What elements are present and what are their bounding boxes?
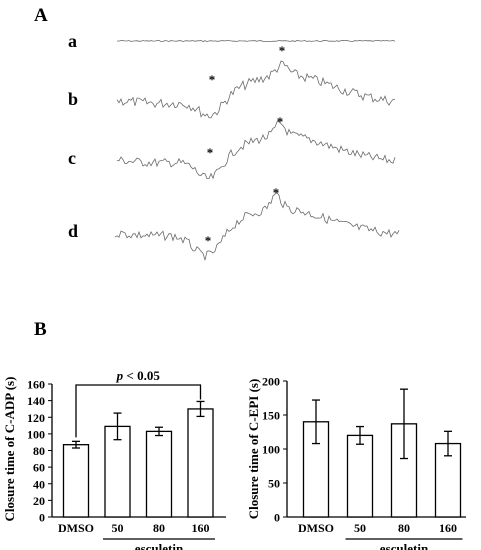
x-tick-label: 50 bbox=[112, 521, 124, 535]
x-tick-label: DMSO bbox=[58, 521, 94, 535]
group-label: esculetin bbox=[135, 541, 184, 550]
peak-marker: * bbox=[209, 72, 216, 87]
x-tick-label: 80 bbox=[153, 521, 165, 535]
trace-a bbox=[116, 39, 396, 43]
x-tick-label: 50 bbox=[354, 521, 366, 535]
chart-c-epi: Closure time of C-EPI (s) 0 50 100 150 200 DM… bbox=[246, 375, 466, 550]
y-tick-label: 150 bbox=[262, 409, 280, 423]
y-tick-label: 80 bbox=[33, 444, 45, 458]
y-tick-label: 20 bbox=[33, 494, 45, 508]
peak-marker: * bbox=[277, 114, 284, 129]
y-tick-label: 60 bbox=[33, 461, 45, 475]
x-tick-label: DMSO bbox=[298, 521, 334, 535]
y-tick-label: 120 bbox=[27, 411, 45, 425]
bar-80 bbox=[145, 430, 173, 518]
y-tick-label: 160 bbox=[27, 378, 45, 392]
x-tick-label: 80 bbox=[398, 521, 410, 535]
y-tick-label: 140 bbox=[27, 394, 45, 408]
trace-d bbox=[114, 192, 400, 261]
peak-marker: * bbox=[279, 43, 286, 58]
trace-label-d: d bbox=[68, 221, 78, 241]
panel-a-label: A bbox=[34, 5, 48, 26]
trace-b bbox=[116, 60, 396, 119]
chart-c-adp: Closure time of C-ADP (s) 0 20 40 60 80 100 12… bbox=[2, 368, 226, 550]
x-tick-label: 160 bbox=[439, 521, 457, 535]
trace-label-b: b bbox=[68, 89, 78, 109]
bar-dmso bbox=[62, 444, 90, 518]
p-symbol: p bbox=[116, 368, 124, 383]
y-tick-label: 100 bbox=[262, 443, 280, 457]
peak-marker: * bbox=[273, 185, 280, 200]
significance-bracket bbox=[75, 384, 202, 438]
y-tick-label: 0 bbox=[274, 511, 280, 525]
bar-50 bbox=[346, 434, 374, 518]
trace-group: a b * * c * * d * * bbox=[68, 31, 400, 261]
y-tick-label: 100 bbox=[27, 427, 45, 441]
bar-160 bbox=[187, 408, 214, 518]
y-tick-label: 40 bbox=[33, 477, 45, 491]
peak-marker: * bbox=[205, 233, 212, 248]
y-tick-label: 200 bbox=[262, 375, 280, 389]
y-tick-label: 0 bbox=[39, 511, 45, 525]
peak-marker: * bbox=[207, 145, 214, 160]
chart-1-ylabel: Closure time of C-ADP (s) bbox=[2, 377, 17, 522]
trace-c bbox=[116, 121, 396, 180]
significance-label: p < 0.05 bbox=[116, 368, 161, 383]
p-threshold: < 0.05 bbox=[123, 368, 160, 383]
x-tick-label: 160 bbox=[192, 521, 210, 535]
panel-b-label: B bbox=[34, 319, 47, 340]
trace-label-c: c bbox=[68, 148, 76, 168]
y-tick-label: 50 bbox=[268, 477, 280, 491]
trace-label-a: a bbox=[68, 31, 77, 51]
group-label: esculetin bbox=[380, 541, 429, 550]
chart-2-ylabel: Closure time of C-EPI (s) bbox=[246, 379, 261, 520]
bar-50 bbox=[104, 425, 131, 518]
